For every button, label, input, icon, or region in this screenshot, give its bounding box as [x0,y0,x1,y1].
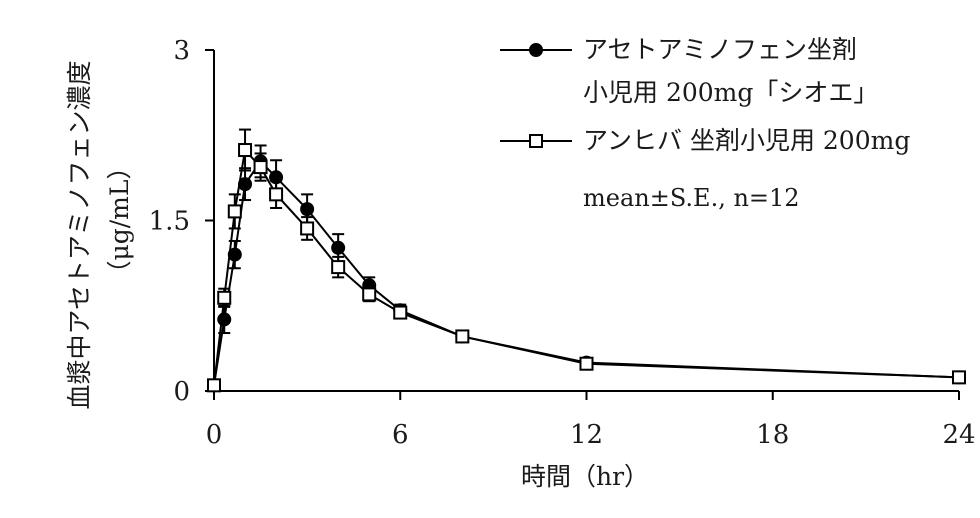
data-point-open-square [455,329,470,344]
data-point-open-square [207,378,221,393]
legend: アセトアミノフェン坐剤 小児用 200mg「シオエ」 アンヒバ 坐剤小児用 20… [500,35,910,155]
data-point-open-square [217,290,232,305]
data-point-filled-circle [300,202,315,217]
series-2 [207,128,966,393]
data-point-filled-circle [217,312,232,327]
x-tick-label: 12 [570,420,603,450]
data-point-open-square [362,287,377,302]
x-tick-label: 24 [942,420,975,450]
data-point-filled-circle [238,177,253,192]
data-point-open-square [238,143,253,158]
data-point-open-square [227,204,242,219]
y-axis-title: 血漿中アセトアミノフェン濃度 [65,60,94,409]
data-point-open-square [300,221,315,236]
legend-marker-filled-circle [529,43,543,57]
x-axis-title: 時間（hr） [521,462,649,491]
data-point-open-square [393,305,408,320]
data-point-open-square [269,187,284,202]
y-tick-label: 3 [173,36,190,66]
x-tick-label: 18 [756,420,789,450]
y-axis-unit: （μg/mL） [105,155,134,286]
stats-note: mean±S.E., n=12 [583,184,800,212]
data-point-filled-circle [227,247,242,262]
data-point-open-square [253,160,268,175]
legend-label-series-1-line2: 小児用 200mg「シオエ」 [583,78,878,107]
legend-label-series-2: アンヒバ 坐剤小児用 200mg [583,126,910,155]
y-tick-label: 0 [173,377,190,407]
data-point-open-square [579,356,594,371]
data-point-filled-circle [331,240,346,255]
data-point-open-square [952,370,966,385]
x-tick-label: 6 [392,420,409,450]
y-tick-label: 1.5 [149,207,190,237]
axes: 0 6 12 18 24 0 1.5 3 [149,36,976,450]
x-tick-label: 0 [206,420,223,450]
series-1 [207,144,966,393]
data-point-open-square [331,260,346,275]
series-layer [207,128,966,393]
legend-marker-open-square [529,134,543,148]
legend-label-series-1: アセトアミノフェン坐剤 [583,35,857,64]
